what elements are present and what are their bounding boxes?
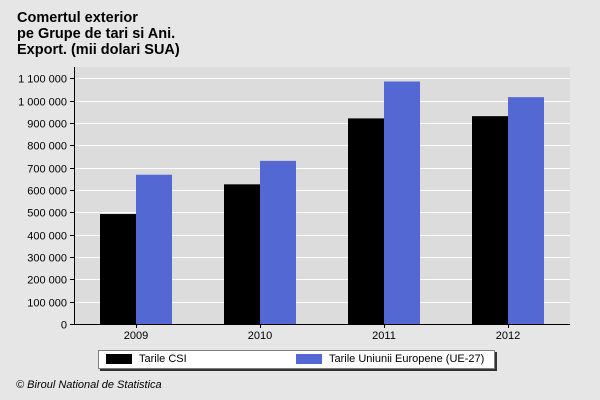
x-tick-label: 2011 bbox=[372, 330, 396, 342]
y-tick-label: 300 000 bbox=[27, 253, 67, 265]
legend-label-csi: Tarile CSI bbox=[139, 353, 187, 365]
copyright-footer: © Biroul National de Statistica bbox=[16, 379, 162, 391]
bar-ue27-2009 bbox=[136, 174, 172, 324]
x-tick-label: 2010 bbox=[248, 330, 272, 342]
chart-title-line-2: pe Grupe de tari si Ani. bbox=[17, 26, 176, 42]
y-tick-label: 0 bbox=[61, 320, 67, 332]
y-tick-label: 900 000 bbox=[27, 119, 67, 131]
bar-ue27-2010 bbox=[260, 160, 296, 324]
bar-csi-2010 bbox=[224, 184, 260, 324]
y-tick-label: 100 000 bbox=[27, 298, 67, 310]
legend-item-ue27: Tarile Uniunii Europene (UE-27) bbox=[296, 353, 484, 365]
chart-title-line-3: Export. (mii dolari SUA) bbox=[17, 42, 180, 58]
y-tick-label: 800 000 bbox=[27, 141, 67, 153]
y-tick-label: 700 000 bbox=[27, 164, 67, 176]
legend-swatch-csi bbox=[106, 354, 132, 364]
y-tick-label: 1 000 000 bbox=[18, 97, 67, 109]
y-tick-label: 1 100 000 bbox=[18, 74, 67, 86]
y-tick-label: 400 000 bbox=[27, 231, 67, 243]
y-tick-label: 600 000 bbox=[27, 186, 67, 198]
y-tick-label: 200 000 bbox=[27, 275, 67, 287]
chart-title: Comertul exterior pe Grupe de tari si An… bbox=[17, 10, 180, 58]
chart-legend: Tarile CSI Tarile Uniunii Europene (UE-2… bbox=[98, 350, 495, 369]
bar-csi-2009 bbox=[100, 214, 136, 324]
legend-swatch-ue27 bbox=[296, 354, 322, 364]
bar-ue27-2011 bbox=[384, 81, 420, 324]
bar-csi-2011 bbox=[348, 118, 384, 325]
x-tick-label: 2009 bbox=[124, 330, 148, 342]
legend-item-csi: Tarile CSI bbox=[106, 353, 187, 365]
x-tick-label: 2012 bbox=[496, 330, 520, 342]
legend-label-ue27: Tarile Uniunii Europene (UE-27) bbox=[329, 353, 485, 365]
y-tick-label: 500 000 bbox=[27, 208, 67, 220]
bar-ue27-2012 bbox=[508, 97, 544, 325]
bar-csi-2012 bbox=[472, 116, 508, 324]
chart-title-line-1: Comertul exterior bbox=[17, 10, 138, 26]
